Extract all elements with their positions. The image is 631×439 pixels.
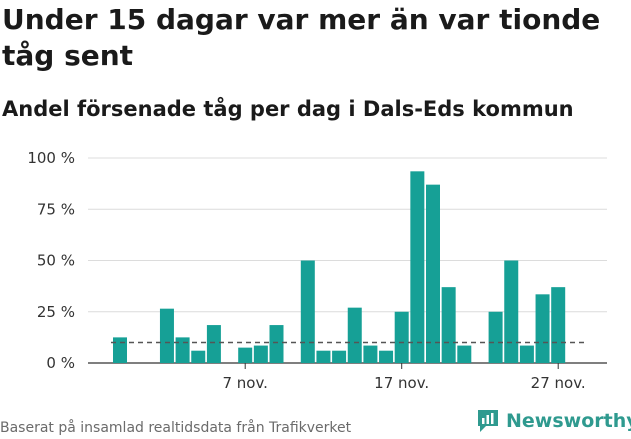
bar: [175, 337, 190, 363]
newsworthy-logo-icon: [478, 410, 498, 432]
bar: [394, 311, 409, 363]
y-tick-label: 50 %: [37, 252, 75, 270]
chart-subtitle: Andel försenade tåg per dag i Dals-Eds k…: [2, 97, 574, 121]
bar: [269, 325, 284, 363]
source-note: Baserat på insamlad realtidsdata från Tr…: [0, 420, 352, 436]
bar: [426, 184, 440, 363]
bar: [379, 350, 394, 363]
bar: [300, 260, 315, 363]
y-tick-label: 100 %: [27, 149, 75, 167]
bar: [113, 337, 127, 363]
bar: [488, 311, 503, 363]
y-tick-label: 75 %: [37, 200, 75, 218]
x-axis: 7 nov. 17 nov. 27 nov.: [222, 363, 586, 392]
bars: [113, 171, 566, 363]
x-tick-label: 7 nov.: [222, 374, 267, 392]
bar: [535, 294, 550, 363]
bar: [206, 325, 221, 363]
x-tick-label: 27 nov.: [531, 374, 586, 392]
bar: [238, 347, 253, 363]
brand-name: Newsworthy: [506, 410, 631, 432]
bar: [457, 345, 472, 363]
bar: [253, 345, 268, 363]
y-tick-label: 0 %: [46, 354, 75, 372]
y-axis: 0 % 25 % 50 % 75 % 100 %: [27, 149, 75, 372]
chart-title: Under 15 dagar var mer än var tionde tåg…: [2, 3, 601, 72]
bar: [504, 260, 519, 363]
bar: [332, 350, 347, 363]
bar-chart: 0 % 25 % 50 % 75 % 100 % 7 nov. 17 nov. 27 nov…: [27, 149, 607, 392]
bar: [363, 345, 378, 363]
brand-logo[interactable]: Newsworthy: [476, 408, 631, 434]
bar: [191, 350, 206, 363]
x-tick-label: 17 nov.: [374, 374, 429, 392]
bar: [551, 287, 566, 363]
bar: [316, 350, 331, 363]
y-tick-label: 25 %: [37, 303, 75, 321]
bar: [410, 171, 425, 363]
bar: [347, 307, 362, 363]
bar: [441, 287, 456, 363]
bar: [159, 308, 174, 363]
bar: [519, 345, 534, 363]
